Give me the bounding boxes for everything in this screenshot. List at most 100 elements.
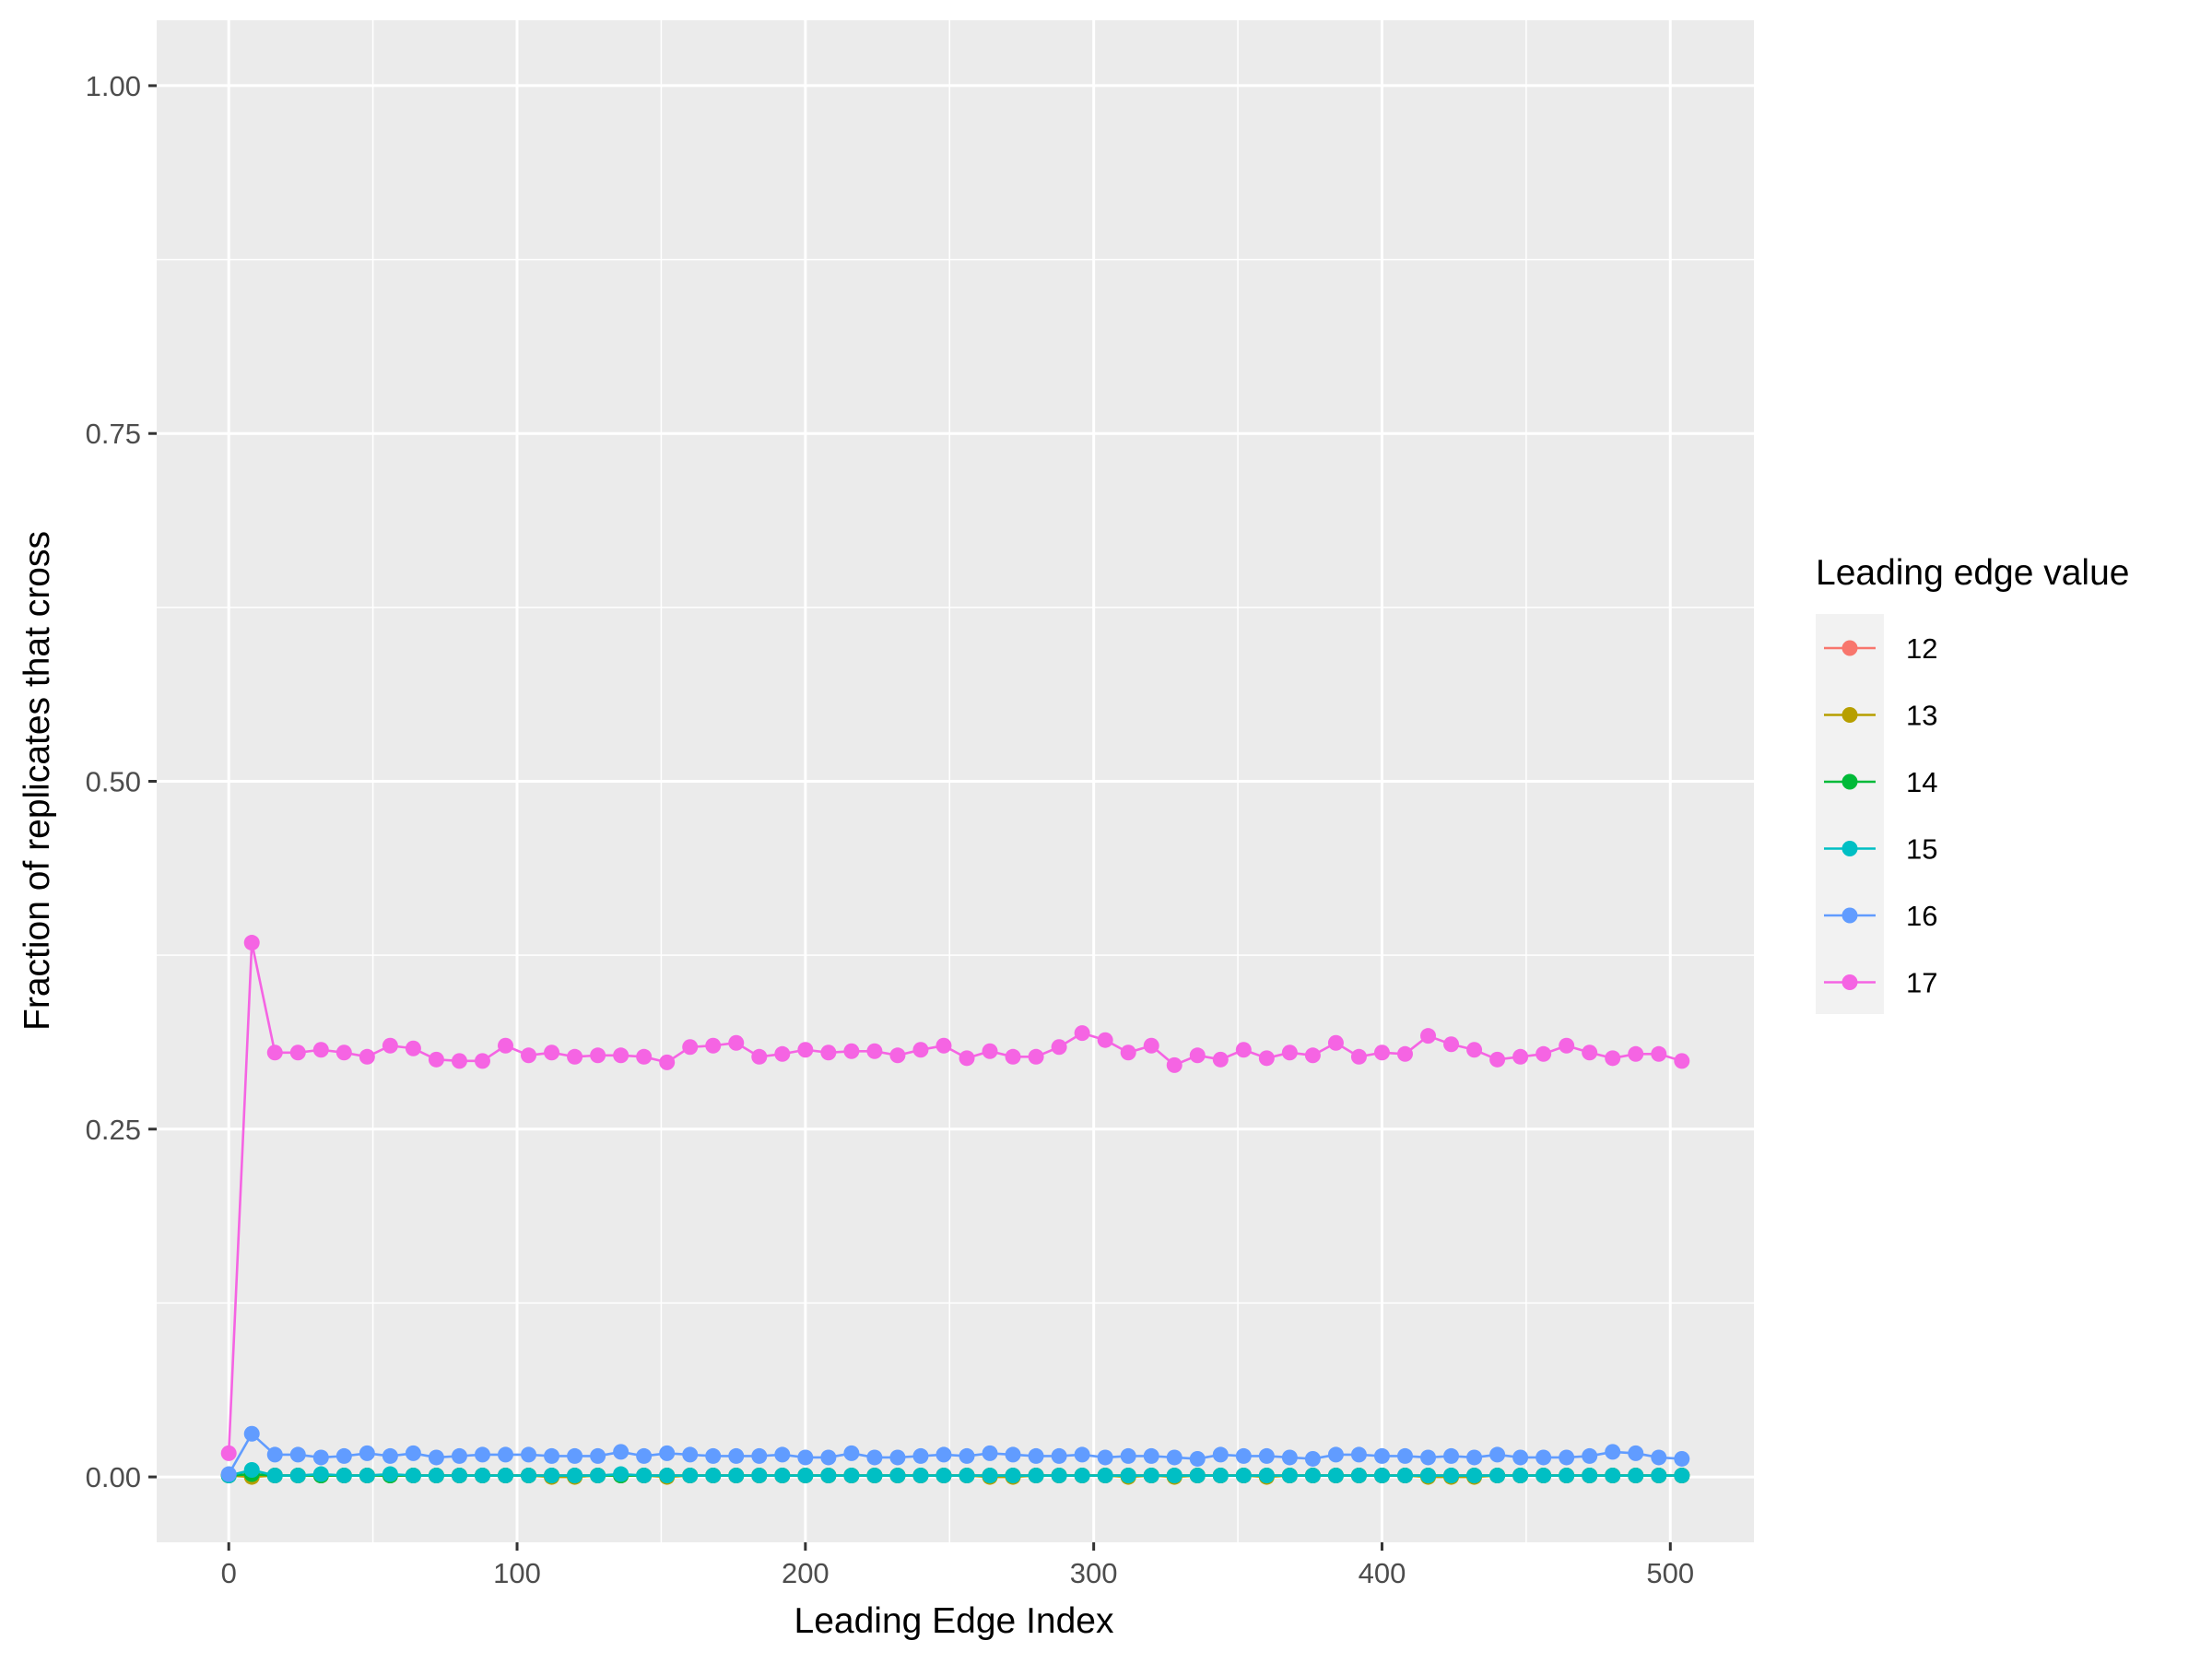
data-point xyxy=(1166,1449,1182,1466)
data-point xyxy=(959,1050,975,1067)
data-point xyxy=(1582,1447,1598,1464)
legend-item-15: 15 xyxy=(1824,833,1937,866)
data-point xyxy=(820,1468,837,1484)
data-point xyxy=(1651,1468,1667,1484)
data-point xyxy=(1443,1468,1460,1484)
data-point xyxy=(1327,1468,1344,1484)
data-point xyxy=(1373,1447,1390,1464)
data-point xyxy=(567,1468,583,1484)
data-point xyxy=(567,1447,583,1464)
data-point xyxy=(474,1468,490,1484)
data-point xyxy=(1674,1450,1690,1467)
data-point xyxy=(289,1468,306,1484)
data-point xyxy=(428,1051,444,1068)
data-point xyxy=(243,1462,260,1479)
legend-label: 14 xyxy=(1906,766,1937,798)
x-tick-label: 0 xyxy=(221,1557,237,1589)
data-point xyxy=(1235,1468,1252,1484)
data-point xyxy=(774,1045,791,1062)
data-point xyxy=(359,1468,375,1484)
data-point xyxy=(1628,1445,1644,1461)
data-point xyxy=(1466,1042,1483,1058)
data-point xyxy=(1028,1447,1044,1464)
legend-item-14: 14 xyxy=(1824,766,1937,798)
data-point xyxy=(935,1037,952,1054)
data-point xyxy=(590,1447,606,1464)
data-point xyxy=(1074,1446,1090,1463)
data-point xyxy=(751,1468,768,1484)
data-point xyxy=(1028,1048,1044,1065)
data-point xyxy=(1559,1468,1575,1484)
legend-item-13: 13 xyxy=(1824,700,1937,732)
legend-point-swatch xyxy=(1841,707,1858,723)
data-point xyxy=(728,1034,745,1051)
legend-point-swatch xyxy=(1841,974,1858,990)
data-point xyxy=(705,1037,722,1054)
data-point xyxy=(636,1447,653,1464)
data-point xyxy=(751,1048,768,1065)
data-point xyxy=(405,1468,421,1484)
data-point xyxy=(774,1468,791,1484)
legend-item-16: 16 xyxy=(1824,900,1937,932)
data-point xyxy=(1304,1468,1321,1484)
series-15 xyxy=(220,1462,1690,1484)
data-point xyxy=(728,1468,745,1484)
data-point xyxy=(1235,1042,1252,1058)
data-point xyxy=(1674,1468,1690,1484)
data-point xyxy=(1396,1468,1413,1484)
legend-label: 13 xyxy=(1906,700,1937,732)
data-point xyxy=(498,1037,514,1054)
data-point xyxy=(405,1445,421,1461)
y-tick-label: 0.75 xyxy=(86,418,141,450)
data-point xyxy=(289,1446,306,1463)
data-point xyxy=(382,1447,398,1464)
data-point xyxy=(1097,1032,1113,1048)
data-point xyxy=(843,1468,860,1484)
data-point xyxy=(820,1044,837,1061)
data-point xyxy=(1350,1468,1367,1484)
x-tick-labels: 0 100 200 300 400 500 xyxy=(221,1557,1695,1589)
data-point xyxy=(1258,1468,1275,1484)
data-point xyxy=(1028,1468,1044,1484)
data-point xyxy=(1466,1468,1483,1484)
data-point xyxy=(1281,1044,1298,1061)
data-point xyxy=(1304,1450,1321,1467)
data-point xyxy=(1535,1449,1552,1466)
data-point xyxy=(682,1039,699,1056)
data-point xyxy=(1628,1468,1644,1484)
data-point xyxy=(266,1468,283,1484)
data-point xyxy=(1582,1044,1598,1061)
data-point xyxy=(1327,1446,1344,1463)
legend-label: 12 xyxy=(1906,632,1937,665)
major-gridlines xyxy=(157,20,1754,1542)
data-point xyxy=(866,1468,883,1484)
data-point xyxy=(1396,1045,1413,1062)
data-point xyxy=(1396,1447,1413,1464)
data-point xyxy=(1327,1034,1344,1051)
data-point xyxy=(659,1468,676,1484)
series-line xyxy=(227,941,1683,1454)
data-point xyxy=(636,1468,653,1484)
data-point xyxy=(728,1447,745,1464)
data-point xyxy=(1350,1446,1367,1463)
data-point xyxy=(312,1466,329,1482)
data-point xyxy=(959,1468,975,1484)
data-point xyxy=(1420,1028,1437,1044)
data-point xyxy=(567,1048,583,1065)
legend-key-background xyxy=(1816,614,1884,1014)
data-point xyxy=(774,1446,791,1463)
legend-label: 15 xyxy=(1906,833,1937,866)
axis-ticks xyxy=(148,84,1672,1551)
data-point xyxy=(1120,1044,1136,1061)
data-point xyxy=(1120,1468,1136,1484)
data-point xyxy=(1443,1447,1460,1464)
data-point xyxy=(521,1446,537,1463)
data-point xyxy=(705,1447,722,1464)
data-point xyxy=(797,1468,814,1484)
data-point xyxy=(1074,1025,1090,1042)
data-point xyxy=(1258,1447,1275,1464)
data-point xyxy=(405,1040,421,1056)
data-point xyxy=(613,1444,629,1460)
data-point xyxy=(590,1047,606,1064)
